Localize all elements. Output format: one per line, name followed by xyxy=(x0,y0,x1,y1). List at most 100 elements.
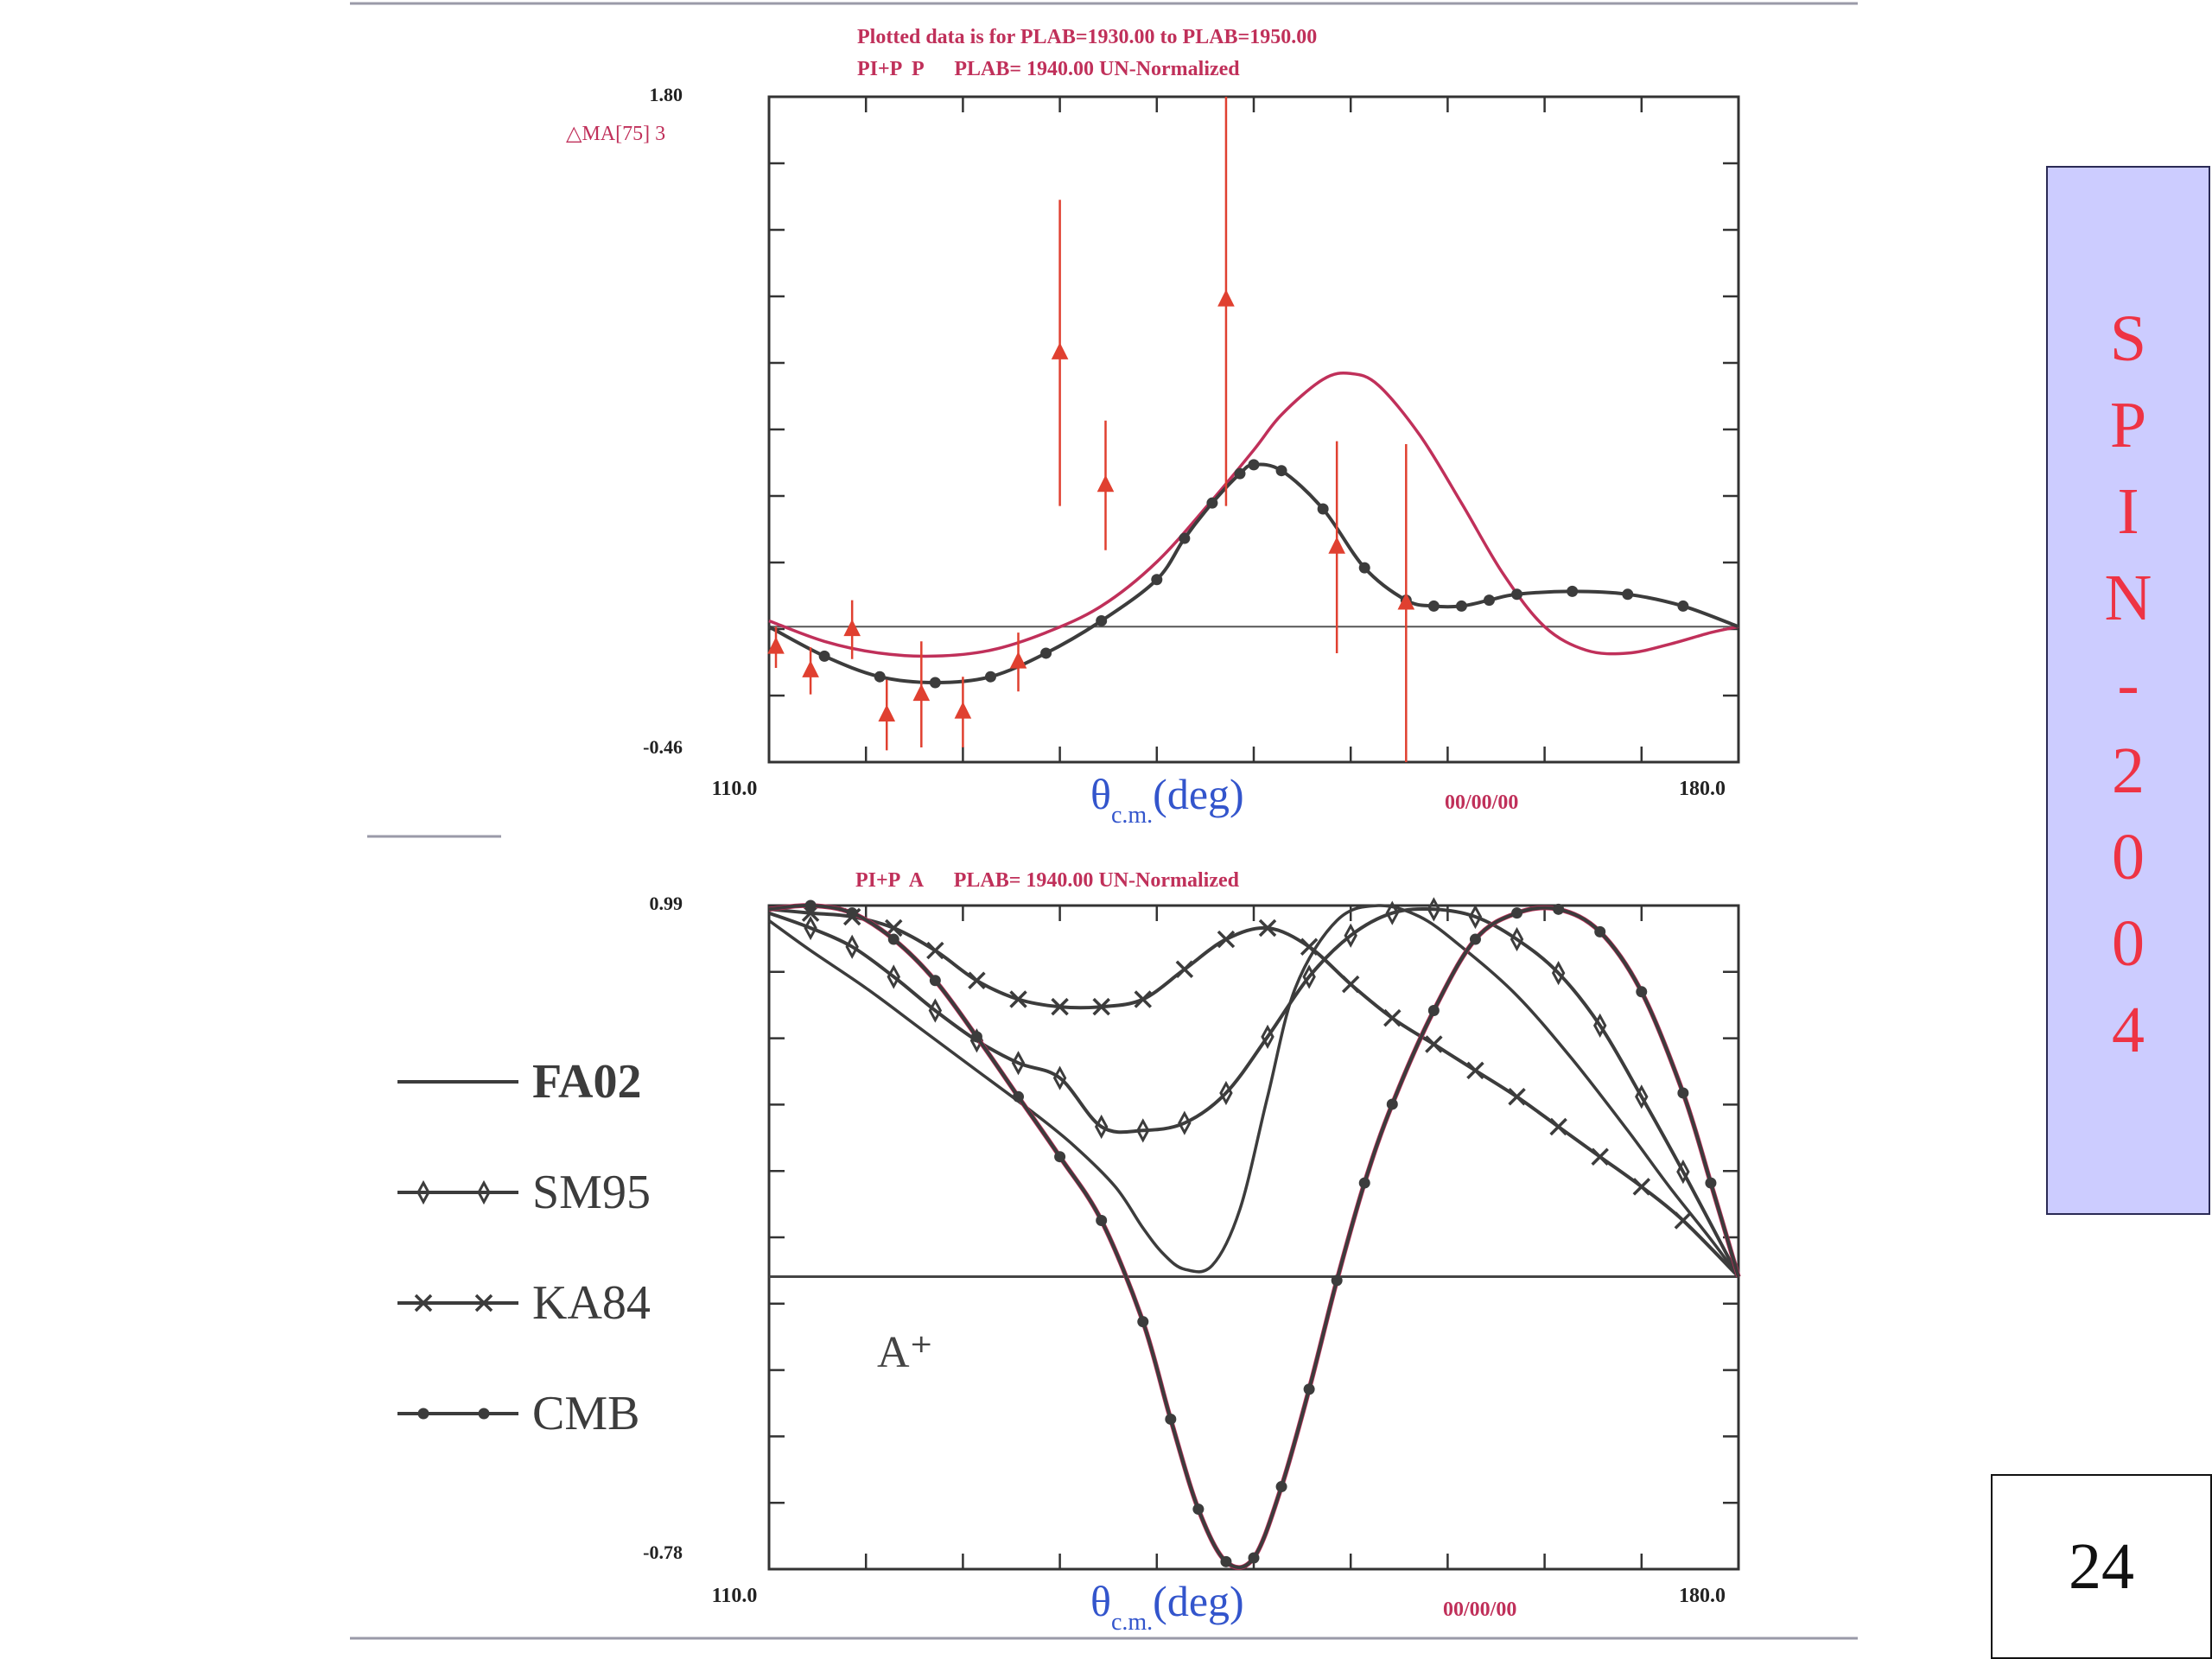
banner-letter: I xyxy=(2117,475,2139,548)
cmb-dot-marker xyxy=(1137,1316,1149,1328)
legend-cmb-dot-marker xyxy=(417,1408,429,1420)
theta-symbol: θ xyxy=(1090,770,1111,818)
series-1-dot-marker xyxy=(984,671,996,683)
sm95-diamond-marker xyxy=(1011,1051,1026,1076)
series-1-dot-marker xyxy=(1511,588,1523,601)
banner-letter: S xyxy=(2109,302,2147,375)
data-point xyxy=(1217,97,1235,506)
cmb-dot-marker xyxy=(1096,1214,1108,1226)
fa02-line xyxy=(767,904,1740,1278)
triangle-marker-icon xyxy=(1397,592,1415,610)
top-xtick-right: 180.0 xyxy=(1679,778,1726,800)
triangle-marker-icon xyxy=(843,619,861,637)
top-header-line-2: PI+P P PLAB= 1940.00 UN-Normalized xyxy=(857,58,1240,80)
cmb-dot-marker xyxy=(1331,1274,1343,1287)
ka84-cross-marker xyxy=(1300,938,1319,956)
sm95-diamond-marker xyxy=(1219,1080,1233,1106)
triangle-marker-icon xyxy=(1328,537,1345,554)
legend: FA02 SM95 KA84 CMB xyxy=(397,1055,651,1440)
ka84-cross-marker xyxy=(926,941,944,960)
theta-subscript: c.m. xyxy=(1111,802,1153,829)
series-1-dot-marker xyxy=(1567,585,1579,597)
data-point xyxy=(843,600,861,659)
series-1-series xyxy=(768,459,1739,689)
series-1-dot-marker xyxy=(1677,600,1689,612)
sm95-diamond-marker xyxy=(1551,960,1566,986)
series-1-dot-marker xyxy=(929,677,941,689)
series-1-dot-marker xyxy=(1096,614,1108,626)
top-series-group xyxy=(768,371,1739,689)
series-1-dot-marker xyxy=(1427,600,1440,612)
top-series-label-text: MA[75] 3 xyxy=(582,123,665,145)
series-1-dot-marker xyxy=(1455,600,1467,612)
ka84-cross-marker xyxy=(1175,960,1194,978)
data-point xyxy=(1328,441,1345,653)
top-date: 00/00/00 xyxy=(1445,791,1518,814)
ka84-cross-marker xyxy=(1383,1008,1402,1027)
data-point xyxy=(802,647,819,695)
bottom-plot-frame xyxy=(767,904,1740,1571)
cmb-dot-marker xyxy=(1192,1503,1205,1516)
ka84-cross-marker xyxy=(1009,990,1027,1008)
legend-cmb-dot-marker xyxy=(478,1408,490,1420)
sm95-diamond-marker xyxy=(1468,904,1483,930)
cmb-dot-marker xyxy=(846,907,858,919)
sm95-diamond-marker xyxy=(1510,926,1524,952)
sm95-diamond-marker xyxy=(1344,923,1357,948)
cmb-dot-marker xyxy=(1705,1177,1717,1189)
cmb-dot-marker xyxy=(1165,1413,1177,1425)
ka84-cross-marker xyxy=(1466,1061,1484,1080)
sm95-diamond-marker xyxy=(1385,900,1399,925)
bottom-ytick-top: 0.99 xyxy=(650,893,683,914)
series-1-dot-marker xyxy=(874,671,886,683)
series-0-series xyxy=(768,371,1739,658)
legend-ka84-cross-marker xyxy=(474,1294,493,1313)
triangle-marker-icon xyxy=(954,701,972,719)
series-1-dot-marker xyxy=(1151,574,1163,586)
ka84-series xyxy=(768,904,1740,1279)
bottom-axis-ticks xyxy=(769,906,1738,1569)
cmb-dot-marker xyxy=(887,933,899,945)
data-point xyxy=(878,679,896,751)
cmb-dot-marker xyxy=(1386,1098,1398,1110)
data-point xyxy=(1096,420,1115,550)
cmb-dot-marker xyxy=(1677,1087,1689,1099)
chart-top: Plotted data is for PLAB=1930.00 to PLAB… xyxy=(566,26,1740,829)
top-ytick-top: 1.80 xyxy=(650,84,683,105)
cmb-dot-marker xyxy=(1594,925,1606,938)
ka84-cross-marker xyxy=(1341,975,1360,994)
banner-letter: 0 xyxy=(2112,821,2145,893)
series-1-dot-marker xyxy=(1234,467,1246,480)
bottom-xtick-left: 110.0 xyxy=(712,1585,758,1607)
top-xaxis-label: θc.m.(deg) xyxy=(1090,770,1244,829)
sm95-diamond-marker xyxy=(1427,897,1441,922)
cmb-dot-marker xyxy=(1054,1151,1066,1163)
top-plot-frame xyxy=(767,95,1740,764)
deg-unit: (deg) xyxy=(1153,770,1244,818)
bottom-date: 00/00/00 xyxy=(1443,1599,1516,1621)
legend-sm95-diamond-marker xyxy=(477,1179,491,1205)
top-axis-ticks xyxy=(769,97,1738,762)
sm95-diamond-marker xyxy=(1052,1065,1067,1090)
triangle-marker-icon xyxy=(1009,652,1027,669)
page-number-box: 24 xyxy=(1991,1474,2212,1659)
data-point xyxy=(912,641,931,747)
ka84-cross-marker xyxy=(1549,1117,1567,1136)
ka84-cross-marker xyxy=(1632,1178,1651,1196)
data-point xyxy=(1397,444,1415,762)
triangle-marker-icon xyxy=(912,683,931,702)
data-point xyxy=(954,677,972,747)
banner-letter: 2 xyxy=(2112,734,2145,807)
ka84-cross-marker xyxy=(1258,918,1277,938)
deg-unit: (deg) xyxy=(1153,1577,1244,1625)
sm95-diamond-marker xyxy=(1676,1159,1690,1185)
triangle-marker-icon xyxy=(802,660,819,677)
sm95-diamond-marker xyxy=(804,915,817,941)
legend-item-cmb: CMB xyxy=(397,1387,640,1440)
banner-letter: P xyxy=(2109,389,2147,461)
series-1-dot-marker xyxy=(1179,532,1191,544)
series-0-line xyxy=(768,371,1739,658)
triangle-marker-icon xyxy=(767,637,785,654)
series-1-dot-marker xyxy=(1040,647,1052,659)
